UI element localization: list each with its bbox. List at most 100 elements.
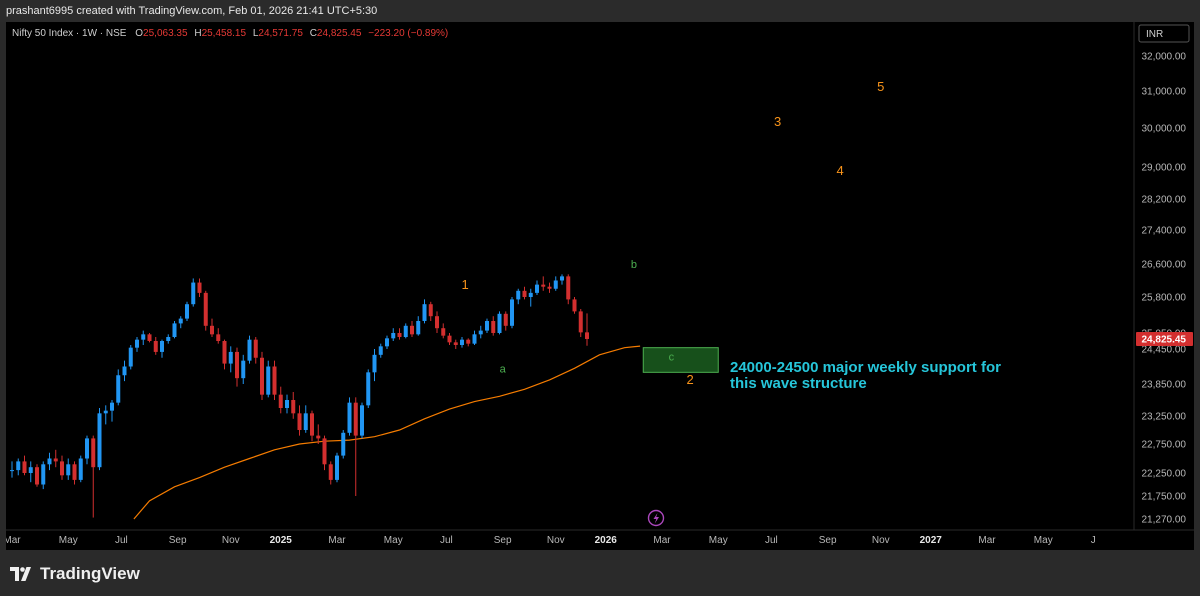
lightning-icon[interactable] xyxy=(647,509,665,527)
candle-body xyxy=(228,351,233,364)
candle xyxy=(353,397,358,496)
candle xyxy=(203,290,208,331)
candle-body xyxy=(303,413,308,430)
candle xyxy=(41,461,46,490)
legend-h-label: H xyxy=(194,28,201,39)
candle xyxy=(97,408,102,471)
candle-body xyxy=(197,282,202,293)
candle xyxy=(497,311,502,335)
time-tick-label: Sep xyxy=(494,535,512,546)
time-tick-label: Sep xyxy=(819,535,837,546)
candle-body xyxy=(560,276,564,281)
candle xyxy=(85,435,89,465)
candle xyxy=(172,321,177,339)
candle-body xyxy=(341,432,346,456)
candle xyxy=(360,402,364,439)
candle xyxy=(153,337,158,355)
candle-body xyxy=(397,333,402,337)
candle-body xyxy=(585,332,589,339)
time-tick-label: 2025 xyxy=(270,535,293,546)
candle xyxy=(272,360,277,400)
price-tick-label: 26,600.00 xyxy=(1142,260,1187,271)
tradingview-logo[interactable]: TradingView xyxy=(10,564,140,584)
candle xyxy=(235,347,239,387)
legend-h-value: 25,458.15 xyxy=(202,28,247,39)
candle xyxy=(10,461,14,478)
candle xyxy=(241,354,246,384)
candle xyxy=(28,461,33,483)
candle xyxy=(472,330,477,345)
candle xyxy=(403,323,408,339)
candle-body xyxy=(347,402,352,433)
time-tick-label: Jul xyxy=(765,535,778,546)
price-tick-label: 31,000.00 xyxy=(1142,87,1187,98)
legend-row: Nifty 50 Index · 1W · NSE O25,063.35 H25… xyxy=(12,28,448,39)
candle xyxy=(516,288,521,305)
candle xyxy=(410,321,414,337)
candle-body xyxy=(285,400,289,408)
candle-body xyxy=(360,405,364,436)
price-tick-label: 23,250.00 xyxy=(1142,412,1187,423)
candle-body xyxy=(78,458,83,480)
candle-body xyxy=(178,318,183,324)
candle xyxy=(522,286,527,300)
candle-body xyxy=(153,341,158,352)
time-tick-label: J xyxy=(1091,535,1096,546)
candle xyxy=(266,360,271,398)
candle-body xyxy=(128,347,133,367)
candle xyxy=(366,369,371,408)
tradingview-logo-icon xyxy=(10,567,31,581)
candle xyxy=(260,351,264,400)
wave-label-b: b xyxy=(631,259,637,271)
wave-label-1: 1 xyxy=(462,277,469,292)
candle-body xyxy=(516,290,521,300)
candle-body xyxy=(410,325,414,335)
candle xyxy=(466,338,471,347)
candle xyxy=(416,316,421,336)
candle-body xyxy=(135,339,139,348)
price-tick-label: 22,250.00 xyxy=(1142,469,1187,480)
candle xyxy=(347,397,352,436)
candle-body xyxy=(428,304,433,317)
legend-c-value: 24,825.45 xyxy=(317,28,362,39)
candle-body xyxy=(210,325,214,335)
price-tick-label: 28,200.00 xyxy=(1142,195,1187,206)
last-price-marker: 24,825.45 xyxy=(1136,331,1193,346)
currency-box[interactable] xyxy=(1138,24,1190,43)
ohlc-legend: Nifty 50 Index · 1W · NSE O25,063.35 H25… xyxy=(12,28,448,39)
candle xyxy=(460,337,464,348)
candle xyxy=(78,455,83,483)
candle xyxy=(35,464,39,487)
time-tick-label: Mar xyxy=(328,535,346,546)
candle xyxy=(122,360,127,382)
candle-body xyxy=(91,438,96,468)
legend-o-label: O xyxy=(135,28,143,39)
footer: TradingView xyxy=(0,550,1200,596)
candle-body xyxy=(528,292,533,297)
legend-c-label: C xyxy=(310,28,317,39)
candle-body xyxy=(547,286,552,289)
candle xyxy=(441,323,446,339)
candle xyxy=(316,424,321,444)
candles-layer xyxy=(10,274,589,518)
candle-body xyxy=(535,284,539,293)
candle-body xyxy=(53,458,58,462)
candle-body xyxy=(472,334,477,344)
time-tick-label: 2027 xyxy=(920,535,943,546)
candle-body xyxy=(378,346,383,355)
candle-body xyxy=(491,321,496,333)
candlestick-chart[interactable]: 1 a b c2 3 4 5 INR 21,270.00 21,750.00 22,250.00… xyxy=(6,22,1194,550)
candle xyxy=(22,455,27,476)
candle-body xyxy=(272,366,277,395)
candle-body xyxy=(60,461,64,476)
candle-body xyxy=(66,464,71,476)
time-tick-label: May xyxy=(1034,535,1053,546)
time-tick-label: Mar xyxy=(978,535,996,546)
candle xyxy=(397,328,402,340)
legend-l-label: L xyxy=(253,28,259,39)
candle xyxy=(378,343,383,358)
support-zone-layer xyxy=(642,347,719,373)
candle-body xyxy=(572,299,577,312)
candle xyxy=(285,394,289,414)
